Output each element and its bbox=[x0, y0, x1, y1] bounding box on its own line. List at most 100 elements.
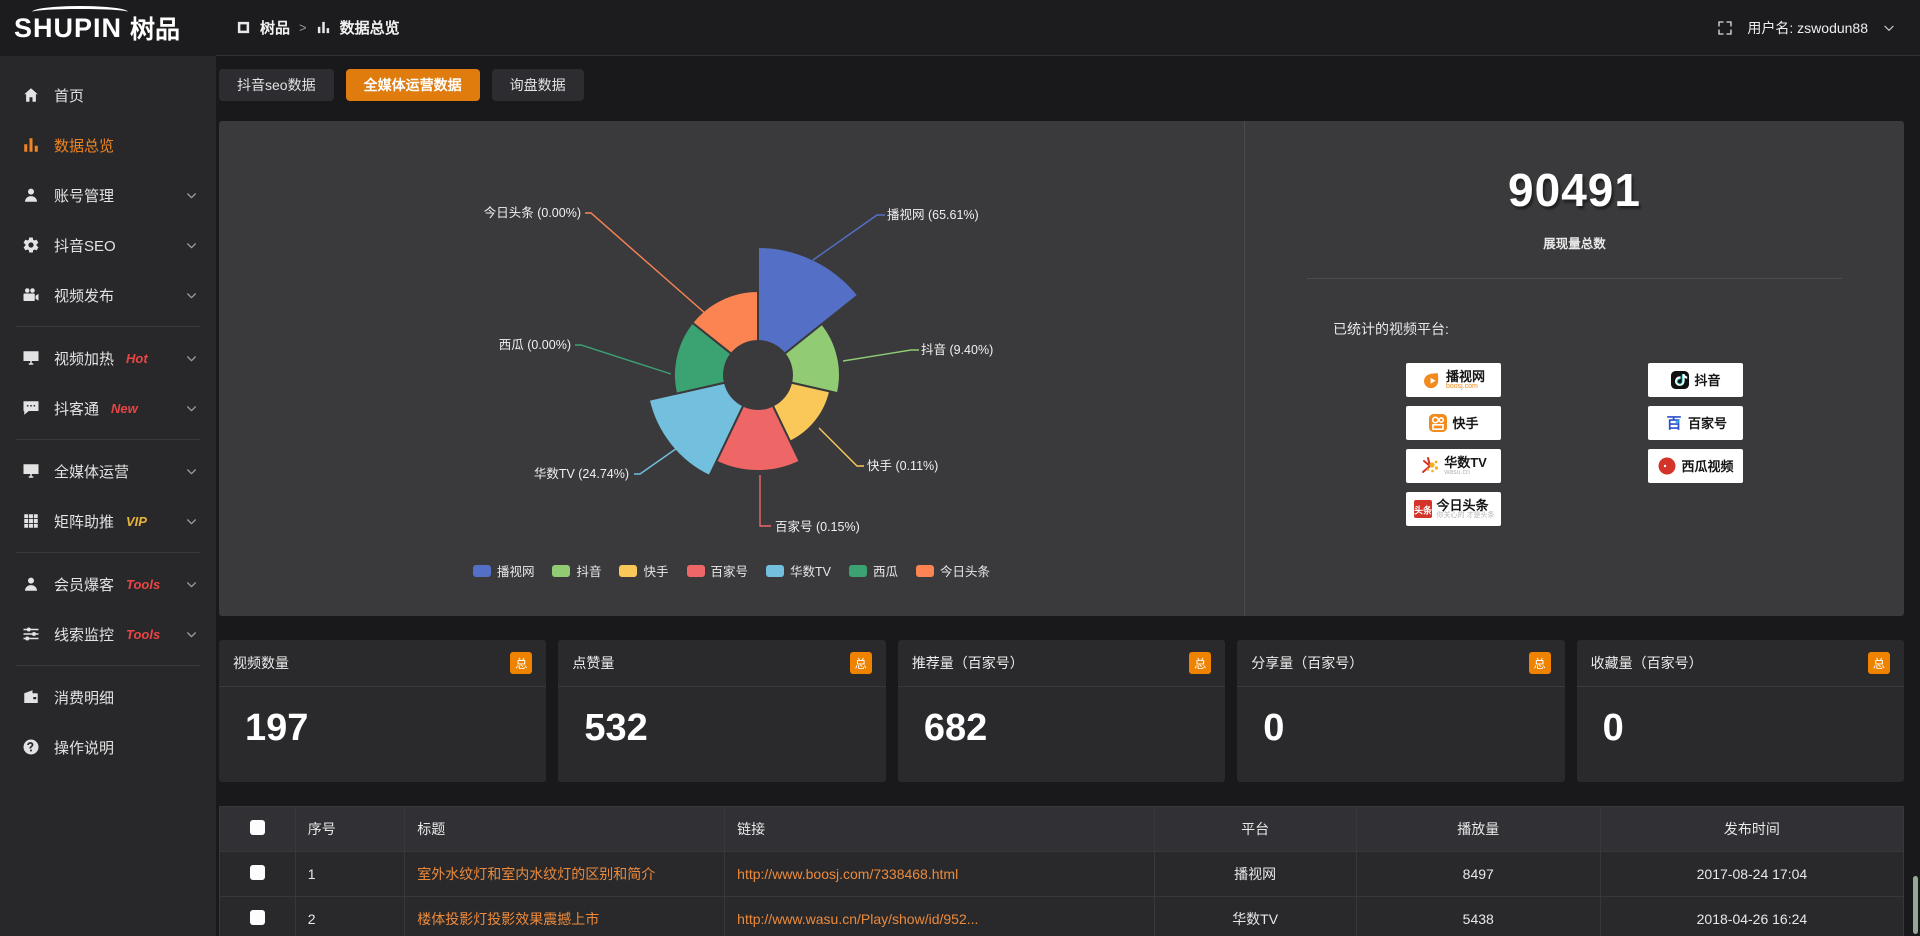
total-badge[interactable]: 总 bbox=[1189, 652, 1212, 674]
username-label[interactable]: 用户名: zswodun88 bbox=[1747, 19, 1868, 36]
sidebar-item-6[interactable]: 抖客通 New bbox=[0, 383, 216, 433]
column-header-2: 链接 bbox=[724, 806, 1155, 852]
breadcrumb-current[interactable]: 数据总览 bbox=[339, 20, 400, 37]
pie-slice-华数TV[interactable] bbox=[647, 381, 745, 478]
logo-arc bbox=[32, 5, 128, 18]
legend-swatch bbox=[766, 564, 785, 577]
stat-card-value: 0 bbox=[1263, 707, 1285, 749]
svg-text:百: 百 bbox=[1666, 415, 1681, 432]
platform-badge-播视网: 播视网 boosj.com bbox=[1406, 363, 1501, 397]
sidebar-item-11[interactable]: 消费明细 bbox=[0, 672, 216, 722]
sidebar-item-5[interactable]: 视频加热 Hot bbox=[0, 333, 216, 383]
sidebar-item-2[interactable]: 账号管理 bbox=[0, 170, 216, 220]
chevron-down-icon[interactable] bbox=[1882, 21, 1896, 35]
pie-label-播视网: 播视网 (65.61%) bbox=[887, 207, 979, 222]
select-all-cell bbox=[219, 806, 296, 852]
legend-label: 华数TV bbox=[790, 565, 831, 579]
boosj-logo-icon bbox=[1424, 373, 1439, 389]
platform-name: 今日头条 bbox=[1436, 497, 1489, 513]
sidebar-item-label: 抖音SEO bbox=[54, 237, 116, 255]
pie-slice-今日头条[interactable] bbox=[690, 289, 759, 356]
chevron-down-icon bbox=[185, 578, 198, 591]
sidebar-item-12[interactable]: 操作说明 bbox=[0, 722, 216, 772]
sidebar-item-1[interactable]: 数据总览 bbox=[0, 120, 216, 170]
pie-label-快手: 快手 (0.11%) bbox=[867, 459, 938, 473]
stat-card-header: 分享量（百家号） 总 bbox=[1237, 640, 1565, 687]
sidebar-item-3[interactable]: 抖音SEO bbox=[0, 220, 216, 270]
legend-item-今日头条[interactable]: 今日头条 bbox=[916, 561, 990, 580]
pie-label-华数TV: 华数TV (24.74%) bbox=[534, 466, 629, 481]
tab-2[interactable]: 询盘数据 bbox=[491, 69, 584, 101]
tab-1[interactable]: 全媒体运营数据 bbox=[345, 69, 480, 101]
cell-plays: 8497 bbox=[1355, 851, 1601, 897]
legend-item-西瓜[interactable]: 西瓜 bbox=[849, 561, 898, 580]
platform-badge-百家号: 百 百家号 bbox=[1648, 406, 1743, 440]
sidebar-item-label: 数据总览 bbox=[54, 137, 115, 155]
breadcrumb-separator: > bbox=[299, 20, 307, 35]
tab-0[interactable]: 抖音seo数据 bbox=[219, 69, 334, 101]
wallet-icon bbox=[22, 688, 40, 706]
cell-title[interactable]: 室外水纹灯和室内水纹灯的区别和简介 bbox=[404, 851, 726, 897]
stat-card-2: 推荐量（百家号） 总 682 bbox=[897, 640, 1226, 782]
kuaishou-logo-icon bbox=[1429, 414, 1448, 432]
legend-item-播视网[interactable]: 播视网 bbox=[472, 561, 534, 580]
main-content: 抖音seo数据 全媒体运营数据 询盘数据 播视网 (65.61%) 抖音 (9.4… bbox=[216, 56, 1920, 936]
cell-link[interactable]: http://www.wasu.cn/Play/show/id/952... bbox=[724, 896, 1155, 936]
sidebar-item-9[interactable]: 会员爆客 Tools bbox=[0, 559, 216, 609]
chevron-down-icon bbox=[185, 189, 198, 202]
videos-table-wrap: 序号 标题 链接 平台 播放量 发布时间 1 室外水纹灯和室内水纹灯的区别和简介 http… bbox=[219, 806, 1905, 936]
sidebar-item-8[interactable]: 矩阵助推 VIP bbox=[0, 496, 216, 546]
sidebar-item-label: 操作说明 bbox=[54, 739, 115, 757]
sidebar-item-badge: VIP bbox=[126, 513, 147, 529]
sidebar-item-10[interactable]: 线索监控 Tools bbox=[0, 609, 216, 659]
total-badge[interactable]: 总 bbox=[1868, 652, 1891, 674]
pie-label-line bbox=[842, 349, 919, 362]
chevron-down-icon bbox=[185, 515, 198, 528]
sidebar-item-label: 矩阵助推 bbox=[54, 513, 115, 531]
sidebar-item-4[interactable]: 视频发布 bbox=[0, 270, 216, 320]
sidebar-item-badge: Hot bbox=[126, 350, 148, 366]
row-select-cell bbox=[219, 851, 296, 897]
column-header-5: 发布时间 bbox=[1599, 806, 1905, 852]
legend-item-百家号[interactable]: 百家号 bbox=[686, 561, 748, 580]
total-badge[interactable]: 总 bbox=[1528, 652, 1551, 674]
heat-icon bbox=[22, 349, 40, 367]
chevron-down-icon bbox=[185, 465, 198, 478]
sidebar-divider bbox=[16, 665, 200, 666]
cell-title[interactable]: 楼体投影灯投影效果震撼上市 bbox=[404, 896, 726, 936]
logo-cn: 树品 bbox=[130, 16, 181, 44]
legend-item-抖音[interactable]: 抖音 bbox=[552, 561, 601, 580]
bar-chart-icon bbox=[316, 20, 331, 35]
page-scrollbar[interactable] bbox=[1913, 876, 1918, 934]
stat-card-header: 收藏量（百家号） 总 bbox=[1576, 640, 1905, 687]
platform-name: 华数TV bbox=[1444, 454, 1487, 470]
fullscreen-icon[interactable] bbox=[1717, 20, 1733, 36]
platforms-title: 已统计的视频平台: bbox=[1333, 321, 1449, 337]
select-all-checkbox[interactable] bbox=[249, 820, 265, 835]
sidebar-item-7[interactable]: 全媒体运营 bbox=[0, 446, 216, 496]
row-checkbox[interactable] bbox=[249, 910, 265, 925]
pie-label-line bbox=[575, 344, 672, 375]
pie-slice-抖音[interactable] bbox=[783, 322, 841, 395]
table-row-0: 1 室外水纹灯和室内水纹灯的区别和简介 http://www.boosj.com… bbox=[219, 851, 1905, 897]
app-logo[interactable]: SHUPIN 树品 bbox=[0, 0, 216, 56]
topbar: SHUPIN 树品 树品 > 数据总览 用户名: zswodun88 bbox=[0, 0, 1920, 56]
platform-share-pie-chart[interactable]: 播视网 (65.61%) 抖音 (9.40%) 快手 (0.11%) 百家号 (0.1… bbox=[219, 123, 1247, 555]
stat-card-header: 点赞量 总 bbox=[558, 640, 886, 687]
summary-divider bbox=[1307, 278, 1842, 279]
legend-item-华数TV[interactable]: 华数TV bbox=[766, 561, 831, 580]
pie-label-line bbox=[818, 427, 864, 467]
stat-card-label: 推荐量（百家号） bbox=[911, 655, 1024, 671]
total-badge[interactable]: 总 bbox=[510, 652, 533, 674]
app-square-icon bbox=[236, 20, 251, 35]
cell-link[interactable]: http://www.boosj.com/7338468.html bbox=[724, 851, 1155, 897]
legend-item-快手[interactable]: 快手 bbox=[619, 561, 669, 580]
row-checkbox[interactable] bbox=[249, 865, 265, 880]
gear-icon bbox=[22, 236, 40, 254]
sidebar-item-0[interactable]: 首页 bbox=[0, 70, 216, 120]
breadcrumb-root[interactable]: 树品 bbox=[260, 20, 291, 37]
total-badge[interactable]: 总 bbox=[849, 652, 872, 674]
pie-slice-播视网[interactable] bbox=[757, 245, 860, 356]
sidebar-item-label: 账号管理 bbox=[54, 187, 115, 205]
pie-chart-section: 播视网 (65.61%) 抖音 (9.40%) 快手 (0.11%) 百家号 (0.1… bbox=[219, 121, 1244, 616]
